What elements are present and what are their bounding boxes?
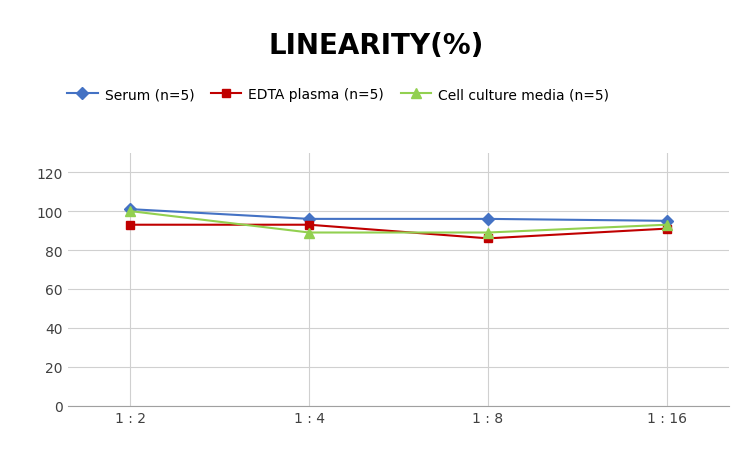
Line: EDTA plasma (n=5): EDTA plasma (n=5) bbox=[126, 221, 671, 243]
Serum (n=5) bbox=[305, 216, 314, 222]
Cell culture media (n=5) bbox=[126, 209, 135, 214]
Serum (n=5) bbox=[663, 219, 672, 224]
Text: LINEARITY(%): LINEARITY(%) bbox=[268, 32, 484, 60]
EDTA plasma (n=5) bbox=[663, 226, 672, 232]
Cell culture media (n=5) bbox=[484, 230, 493, 236]
Serum (n=5) bbox=[126, 207, 135, 212]
EDTA plasma (n=5) bbox=[305, 222, 314, 228]
EDTA plasma (n=5) bbox=[126, 222, 135, 228]
Line: Cell culture media (n=5): Cell culture media (n=5) bbox=[126, 207, 672, 238]
Line: Serum (n=5): Serum (n=5) bbox=[126, 206, 671, 226]
Legend: Serum (n=5), EDTA plasma (n=5), Cell culture media (n=5): Serum (n=5), EDTA plasma (n=5), Cell cul… bbox=[67, 88, 609, 102]
Cell culture media (n=5) bbox=[305, 230, 314, 236]
EDTA plasma (n=5) bbox=[484, 236, 493, 242]
Cell culture media (n=5) bbox=[663, 222, 672, 228]
Serum (n=5) bbox=[484, 216, 493, 222]
